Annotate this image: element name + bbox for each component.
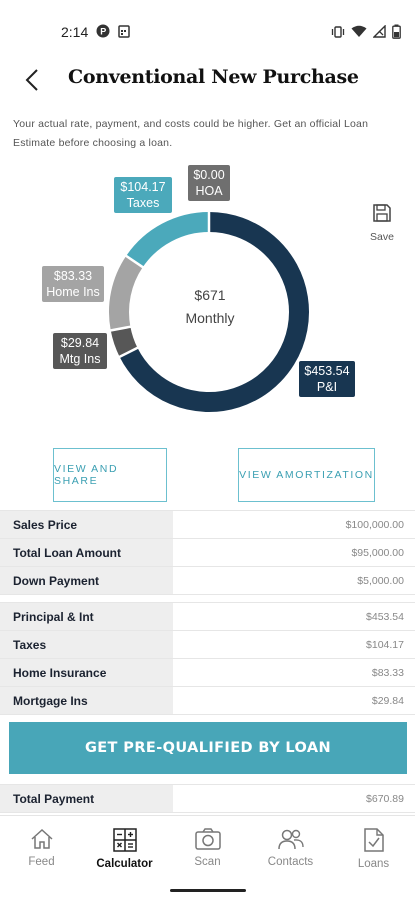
table-row: Total Loan Amount $95,000.00 bbox=[0, 539, 415, 567]
wifi-icon bbox=[351, 25, 367, 37]
nav-label: Loans bbox=[357, 858, 390, 870]
chip-hoa-value: $0.00 bbox=[193, 168, 225, 182]
donut-slice-taxes bbox=[126, 212, 210, 268]
chip-hoa-name: HOA bbox=[195, 184, 223, 198]
row-value: $104.17 bbox=[173, 631, 415, 658]
row-label: Mortgage Ins bbox=[0, 687, 173, 714]
row-label: Total Payment bbox=[0, 785, 173, 812]
disclaimer-text: Your actual rate, payment, and costs cou… bbox=[13, 118, 369, 149]
row-label: Home Insurance bbox=[0, 659, 173, 686]
save-button[interactable]: Save bbox=[364, 203, 400, 243]
chart-center-amount: $671 bbox=[194, 287, 226, 303]
table-row: Mortgage Ins $29.84 bbox=[0, 687, 415, 715]
chip-mtg-ins-name: Mtg Ins bbox=[59, 352, 101, 366]
bottom-nav: Feed Calculator Scan Contacts Loans bbox=[0, 815, 415, 880]
table-row: Sales Price $100,000.00 bbox=[0, 511, 415, 539]
nav-label: Scan bbox=[194, 856, 221, 868]
row-label: Sales Price bbox=[0, 511, 173, 538]
chip-home-ins: $83.33 Home Ins bbox=[42, 266, 104, 302]
donut-chart-svg bbox=[109, 211, 309, 412]
row-value: $29.84 bbox=[173, 687, 415, 714]
row-value: $95,000.00 bbox=[173, 539, 415, 566]
row-value: $453.54 bbox=[173, 603, 415, 630]
back-button[interactable] bbox=[18, 66, 46, 94]
battery-icon bbox=[392, 24, 401, 39]
chip-pi: $453.54 P&I bbox=[299, 361, 355, 397]
nav-item-scan[interactable]: Scan bbox=[166, 816, 249, 880]
chip-mtg-ins-value: $29.84 bbox=[60, 336, 100, 350]
chip-pi-name: P&I bbox=[316, 380, 338, 394]
row-label: Total Loan Amount bbox=[0, 539, 173, 566]
loan-summary-table: Sales Price $100,000.00 Total Loan Amoun… bbox=[0, 510, 415, 595]
row-value: $100,000.00 bbox=[173, 511, 415, 538]
calendar-icon bbox=[118, 25, 130, 38]
donut-slice-mtg-ins bbox=[110, 326, 138, 357]
nav-item-loans[interactable]: Loans bbox=[332, 816, 415, 880]
table-row: Down Payment $5,000.00 bbox=[0, 567, 415, 595]
view-and-share-button[interactable]: VIEW AND SHARE bbox=[53, 448, 167, 502]
donut-slice-separator bbox=[124, 254, 145, 269]
status-time: 2:14 bbox=[61, 24, 89, 40]
donut-slice-p-i bbox=[119, 212, 309, 412]
chip-home-ins-value: $83.33 bbox=[53, 269, 93, 283]
chart-center-label: Monthly bbox=[185, 310, 235, 326]
row-value: $5,000.00 bbox=[173, 567, 415, 594]
home-icon bbox=[30, 828, 53, 849]
chip-home-ins-name: Home Ins bbox=[46, 285, 100, 299]
donut-slice-home-ins bbox=[109, 255, 143, 331]
document-check-icon bbox=[363, 828, 384, 852]
chip-mtg-ins: $29.84 Mtg Ins bbox=[53, 333, 107, 369]
home-indicator[interactable] bbox=[170, 889, 246, 892]
nav-label: Feed bbox=[28, 856, 55, 868]
total-payment-table: Total Payment $670.89 bbox=[0, 784, 415, 813]
p-app-icon: P bbox=[96, 24, 110, 38]
chip-taxes: $104.17 Taxes bbox=[114, 177, 172, 213]
table-row: Taxes $104.17 bbox=[0, 631, 415, 659]
contacts-icon bbox=[277, 829, 304, 850]
row-label: Down Payment bbox=[0, 567, 173, 594]
signal-icon bbox=[373, 25, 386, 38]
status-left-icons: P bbox=[96, 24, 130, 38]
status-right-icons bbox=[331, 24, 401, 39]
payment-breakdown-table: Principal & Int $453.54 Taxes $104.17 Ho… bbox=[0, 602, 415, 715]
floppy-disk-icon bbox=[373, 204, 391, 222]
chevron-left-icon bbox=[25, 69, 38, 91]
save-label: Save bbox=[370, 231, 394, 243]
row-value: $670.89 bbox=[173, 785, 415, 812]
table-row: Total Payment $670.89 bbox=[0, 785, 415, 813]
chip-pi-value: $453.54 bbox=[304, 364, 350, 378]
vibrate-icon bbox=[331, 25, 345, 38]
payment-donut-chart: $671 Monthly bbox=[0, 160, 415, 430]
status-bar: 2:14 P bbox=[0, 0, 415, 64]
table-row: Principal & Int $453.54 bbox=[0, 603, 415, 631]
donut-slice-separator bbox=[118, 346, 139, 359]
view-amortization-button[interactable]: VIEW AMORTIZATION bbox=[238, 448, 375, 502]
svg-text:P: P bbox=[100, 27, 106, 37]
app-header: Conventional New Purchase bbox=[0, 56, 415, 104]
donut-slice-separator bbox=[109, 325, 132, 332]
get-pre-qualified-button[interactable]: GET PRE-QUALIFIED BY LOAN bbox=[9, 722, 407, 774]
nav-item-calculator[interactable]: Calculator bbox=[83, 816, 166, 880]
calculator-icon bbox=[112, 828, 137, 852]
page-title: Conventional New Purchase bbox=[68, 66, 359, 88]
row-label: Principal & Int bbox=[0, 603, 173, 630]
camera-icon bbox=[194, 828, 221, 850]
nav-label: Contacts bbox=[267, 856, 314, 868]
nav-item-feed[interactable]: Feed bbox=[0, 816, 83, 880]
row-value: $83.33 bbox=[173, 659, 415, 686]
table-row: Home Insurance $83.33 bbox=[0, 659, 415, 687]
nav-label: Calculator bbox=[96, 858, 153, 870]
chip-taxes-name: Taxes bbox=[126, 196, 160, 210]
chip-hoa: $0.00 HOA bbox=[188, 165, 230, 201]
row-label: Taxes bbox=[0, 631, 173, 658]
nav-item-contacts[interactable]: Contacts bbox=[249, 816, 332, 880]
chip-taxes-value: $104.17 bbox=[120, 180, 166, 194]
